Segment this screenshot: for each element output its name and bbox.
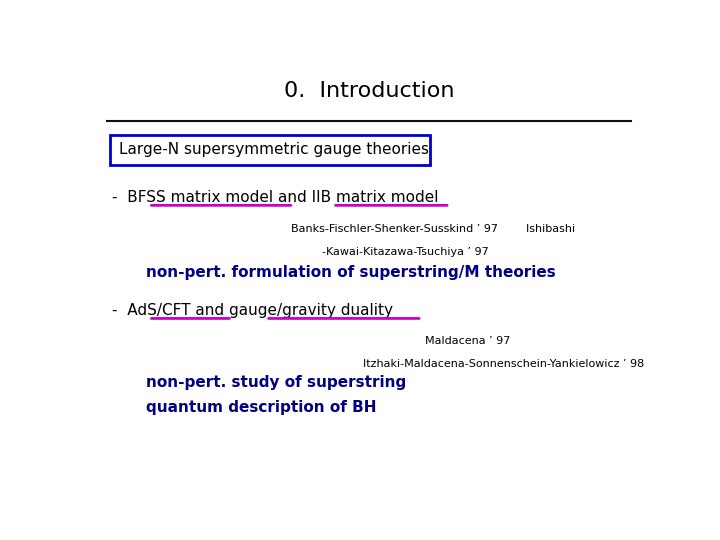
Text: Large-N supersymmetric gauge theories: Large-N supersymmetric gauge theories <box>119 142 429 157</box>
Text: Maldacena ’ 97: Maldacena ’ 97 <box>425 336 510 346</box>
Text: -  BFSS matrix model and IIB matrix model: - BFSS matrix model and IIB matrix model <box>112 190 438 205</box>
Text: quantum description of BH: quantum description of BH <box>145 400 377 415</box>
Text: 0.  Introduction: 0. Introduction <box>284 82 454 102</box>
Text: Itzhaki-Maldacena-Sonnenschein-Yankielowicz ’ 98: Itzhaki-Maldacena-Sonnenschein-Yankielow… <box>364 359 644 369</box>
FancyBboxPatch shape <box>109 134 431 165</box>
Text: -Kawai-Kitazawa-Tsuchiya ’ 97: -Kawai-Kitazawa-Tsuchiya ’ 97 <box>322 246 488 256</box>
Text: non-pert. study of superstring: non-pert. study of superstring <box>145 375 406 389</box>
Text: -  AdS/CFT and gauge/gravity duality: - AdS/CFT and gauge/gravity duality <box>112 302 393 318</box>
Text: Banks-Fischler-Shenker-Susskind ’ 97        Ishibashi: Banks-Fischler-Shenker-Susskind ’ 97 Ish… <box>291 224 575 234</box>
Text: non-pert. formulation of superstring/M theories: non-pert. formulation of superstring/M t… <box>145 265 556 280</box>
